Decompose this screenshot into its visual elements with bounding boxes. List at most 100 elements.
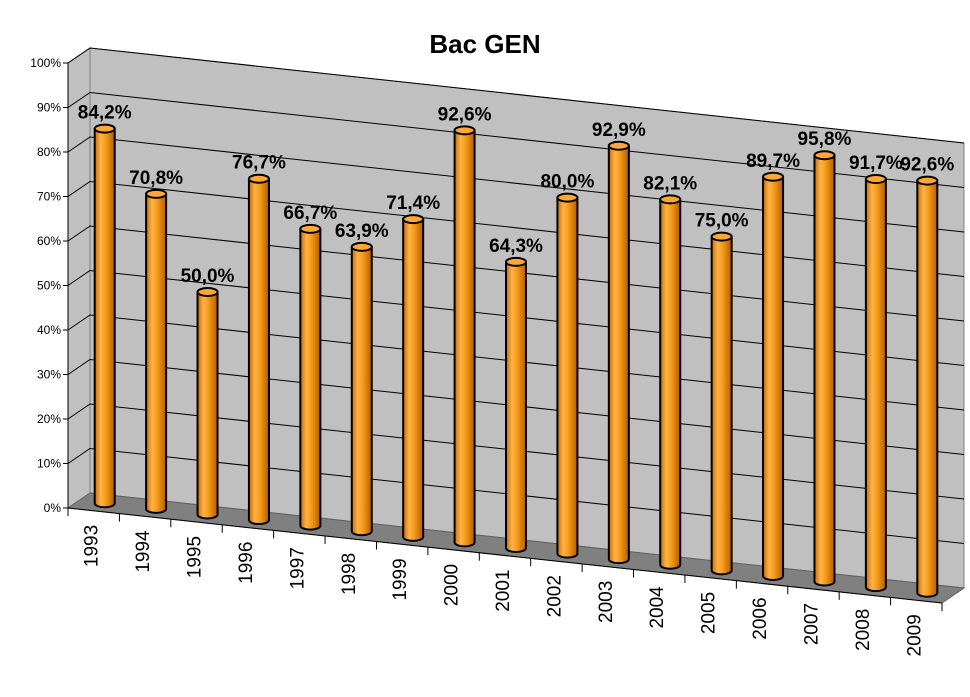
bar: [505, 256, 527, 553]
bar-top: [916, 175, 939, 186]
y-tick-label: 70%: [37, 190, 61, 204]
x-tick-label: 1994: [133, 530, 154, 573]
bar: [93, 123, 116, 509]
x-tick-label: 2005: [699, 592, 720, 634]
bar: [916, 175, 939, 598]
bar-top: [659, 194, 682, 205]
data-label: 84,2%: [78, 103, 132, 124]
x-tick-label: 2004: [647, 586, 668, 629]
x-tick-label: 1999: [390, 558, 411, 600]
bar-top: [93, 123, 116, 134]
data-label: 70,8%: [129, 168, 183, 189]
y-tick-label: 90%: [37, 101, 61, 115]
y-tick-label: 0%: [44, 501, 62, 515]
bar: [299, 223, 322, 531]
data-label: 92,6%: [438, 104, 492, 125]
bar: [710, 231, 733, 576]
bar-body: [607, 144, 630, 565]
x-tick-label: 2009: [904, 614, 925, 656]
y-tick-label: 80%: [37, 145, 61, 159]
bar-top: [864, 174, 887, 185]
data-label: 75,0%: [695, 211, 749, 232]
data-label: 95,8%: [798, 129, 852, 150]
x-tick-label: 1993: [82, 525, 103, 567]
bar-body: [659, 198, 682, 570]
data-label: 76,7%: [232, 153, 286, 174]
bar-body: [864, 178, 887, 593]
bar-body: [505, 260, 527, 553]
bar: [350, 241, 373, 537]
y-tick-label: 30%: [37, 368, 61, 382]
x-tick-label: 2006: [750, 597, 771, 639]
x-tick-label: 1995: [185, 536, 206, 578]
y-tick-label: 100%: [30, 56, 61, 70]
bar: [864, 174, 887, 593]
bar: [196, 286, 219, 520]
bar-top: [505, 256, 527, 267]
bar: [453, 125, 476, 548]
bar-body: [813, 154, 836, 587]
bar: [659, 194, 682, 570]
bar-body: [710, 235, 733, 576]
x-tick-label: 1998: [339, 553, 360, 595]
x-tick-label: 2000: [442, 564, 463, 606]
bar-top: [247, 173, 270, 184]
bar-body: [916, 179, 939, 598]
x-tick-label: 2003: [596, 581, 617, 623]
y-tick-label: 60%: [37, 234, 61, 248]
bar-top: [762, 171, 785, 182]
x-tick-label: 2008: [853, 609, 874, 651]
x-tick-label: 2007: [801, 603, 822, 645]
bar-top: [299, 223, 322, 234]
bar-body: [247, 177, 270, 526]
bar-top: [453, 125, 476, 136]
data-labels: 84,2% 70,8% 50,0% 76,7% 66,7%63,9% 71,4% 92,6%…: [78, 103, 955, 287]
bar-top: [350, 241, 373, 252]
data-label: 92,6%: [900, 155, 954, 176]
data-label: 82,1%: [643, 173, 697, 194]
data-label: 50,0%: [181, 266, 235, 287]
bar: [145, 188, 168, 514]
x-axis: 1993 1994 1995 1996 1997 1998 1999 2000 2001 2002…: [67, 507, 943, 656]
bar-body: [402, 218, 425, 542]
bar-top: [607, 140, 630, 151]
data-label: 92,9%: [592, 120, 646, 141]
bar-body: [299, 227, 322, 531]
data-label: 80,0%: [540, 172, 594, 193]
data-label: 71,4%: [386, 193, 440, 214]
x-tick-label: 2002: [544, 575, 565, 617]
gridline: [67, 47, 965, 144]
bar-body: [145, 192, 168, 514]
bar-body: [350, 245, 373, 537]
data-label: 64,3%: [489, 236, 543, 257]
bar: [813, 150, 836, 587]
y-tick-label: 40%: [37, 323, 61, 337]
bar: [402, 214, 425, 542]
bar: [556, 192, 579, 559]
bar-body: [196, 290, 219, 520]
y-tick-label: 50%: [37, 279, 61, 293]
bar-top: [710, 231, 733, 242]
data-label: 91,7%: [849, 153, 903, 174]
bar: [607, 140, 630, 565]
bar: [762, 171, 785, 581]
bar-top: [145, 188, 168, 199]
bar-top: [196, 286, 219, 297]
x-axis-line: [67, 507, 943, 604]
gridline: [67, 91, 965, 188]
bar-body: [453, 129, 476, 548]
y-tick-label: 20%: [37, 412, 61, 426]
data-label: 66,7%: [283, 203, 337, 224]
bars: [93, 123, 939, 598]
bar-top: [813, 150, 836, 161]
x-tick-label: 1997: [287, 547, 308, 589]
data-label: 89,7%: [746, 151, 800, 172]
y-tick-label: 10%: [37, 457, 61, 471]
bar: [247, 173, 270, 526]
x-tick-label: 2001: [493, 570, 514, 612]
bar-top: [402, 214, 425, 225]
bar-body: [556, 196, 579, 559]
bar-body: [762, 175, 785, 581]
data-label: 63,9%: [335, 221, 389, 242]
